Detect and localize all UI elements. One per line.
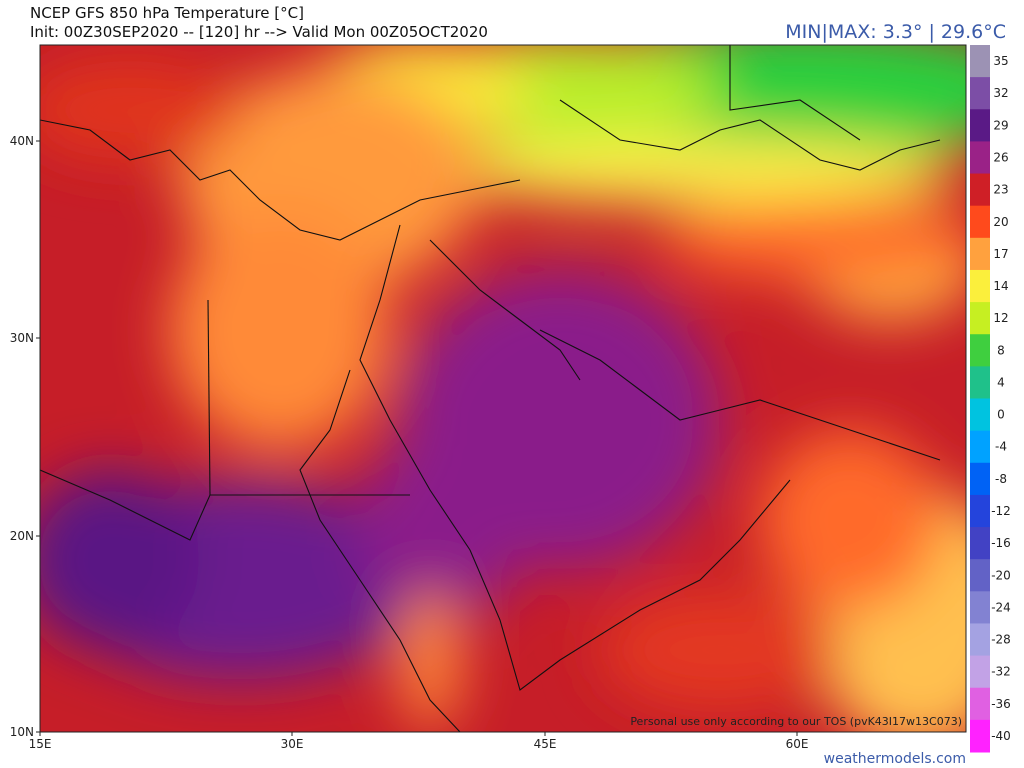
colorbar-label: 0 [997, 408, 1005, 422]
subtitle: Init: 00Z30SEP2020 -- [120] hr --> Valid… [30, 23, 488, 41]
lon-label: 60E [786, 737, 809, 751]
colorbar-label: 8 [997, 343, 1005, 357]
colorbar-swatch [970, 430, 990, 464]
colorbar-swatch [970, 623, 990, 657]
site-link: weathermodels.com [824, 751, 966, 767]
colorbar-swatch [970, 77, 990, 110]
colorbar-swatch [970, 655, 990, 689]
colorbar-swatch [970, 687, 990, 721]
coastlines [40, 45, 941, 732]
tos-notice: Personal use only according to our TOS (… [630, 715, 962, 728]
colorbar-swatch [970, 205, 990, 239]
colorbar-swatch [970, 109, 990, 142]
colorbar-label: -4 [995, 440, 1007, 454]
colorbar-label: -40 [991, 729, 1011, 743]
colorbar-swatch [970, 334, 990, 367]
colorbar-label: -16 [991, 536, 1011, 550]
lon-label: 30E [281, 737, 304, 751]
colorbar-label: 23 [993, 183, 1008, 197]
colorbar-swatch [970, 527, 990, 560]
colorbar-swatch [970, 462, 990, 496]
colorbar-swatch [970, 237, 990, 271]
colorbar-label: -36 [991, 697, 1011, 711]
colorbar-label: 17 [993, 247, 1008, 261]
title: NCEP GFS 850 hPa Temperature [°C] [30, 4, 304, 22]
colorbar-swatch [970, 719, 990, 753]
colorbar-label: 12 [993, 311, 1008, 325]
lat-label: 20N [10, 529, 34, 543]
lat-label: 40N [10, 134, 34, 148]
colorbar-swatch [970, 559, 990, 592]
colorbar-swatch [970, 45, 990, 78]
colorbar-label: -32 [991, 665, 1011, 679]
colorbar-label: -28 [991, 633, 1011, 647]
colorbar-label: 4 [997, 375, 1005, 389]
min-max: MIN|MAX: 3.3° | 29.6°C [785, 21, 1006, 43]
colorbar-label: -12 [991, 504, 1011, 518]
colorbar-swatch [970, 141, 990, 175]
colorbar-label: 20 [993, 215, 1008, 229]
lat-label: 30N [10, 331, 34, 345]
colorbar-label: 32 [993, 86, 1008, 100]
colorbar-label: 14 [993, 279, 1008, 293]
colorbar-swatch [970, 269, 990, 303]
colorbar-swatch [970, 173, 990, 207]
colorbar-label: 29 [993, 118, 1008, 132]
colorbar-label: -8 [995, 472, 1007, 486]
colorbar-label: 26 [993, 150, 1008, 164]
lon-label: 45E [534, 737, 557, 751]
lat-label: 10N [10, 725, 34, 739]
temperature-field [40, 45, 966, 732]
lon-label: 15E [29, 737, 52, 751]
colorbar-swatch [970, 494, 990, 528]
colorbar-swatch [970, 366, 990, 399]
colorbar-label: 35 [993, 54, 1008, 68]
colorbar-label: -20 [991, 568, 1011, 582]
colorbar-swatch [970, 302, 990, 335]
colorbar: 35 32 29 26 23 20 17 14 12 8 4 0 -4 -8 -12 -16 -20 -24 -28… [970, 45, 1011, 753]
map-frame [39, 44, 967, 733]
colorbar-swatch [970, 398, 990, 432]
colorbar-label: -24 [991, 600, 1011, 614]
colorbar-swatch [970, 591, 990, 624]
